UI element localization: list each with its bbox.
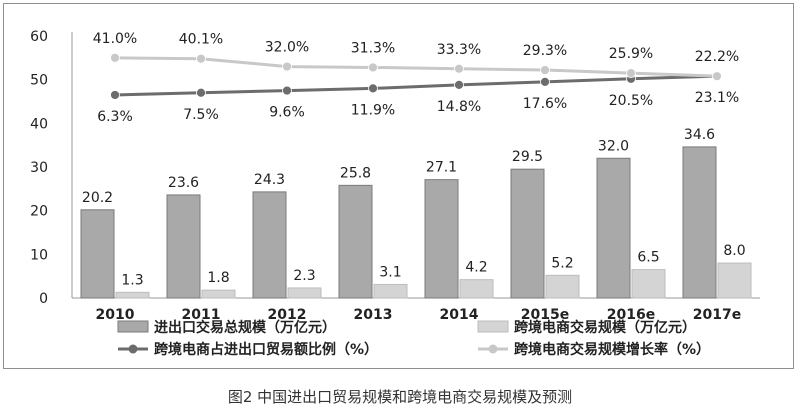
bar-total-trade <box>166 194 201 299</box>
share-series-point <box>110 90 120 100</box>
growth-series-point <box>540 65 550 75</box>
x-tick-label: 2015e <box>521 307 569 323</box>
bar-cross-data-label: 3.1 <box>379 264 401 280</box>
share-series-data-label: 17.6% <box>523 96 567 112</box>
growth-series-line <box>114 56 718 78</box>
share-series-point <box>540 76 550 87</box>
legend-marker <box>128 344 138 354</box>
bar-total-data-label: 25.8 <box>340 165 371 181</box>
bar-total-data-label: 23.6 <box>168 175 199 191</box>
growth-series-data-label: 31.3% <box>351 40 395 56</box>
bar-cross-border <box>459 279 494 299</box>
y-tick-label: 0 <box>39 291 48 307</box>
bar-total-trade <box>510 168 545 299</box>
bar-cross-data-label: 1.3 <box>121 272 143 288</box>
x-tick-label: 2014 <box>440 307 479 323</box>
bar-total-trade <box>80 209 115 299</box>
growth-series-data-label: 33.3% <box>437 42 481 58</box>
bar-cross-data-label: 4.2 <box>465 260 487 276</box>
bar-total-data-label: 29.5 <box>512 149 543 165</box>
bar-cross-data-label: 2.3 <box>293 268 315 284</box>
legend-label: 跨境电商交易规模（万亿元） <box>514 319 696 336</box>
growth-series-point <box>368 62 378 73</box>
share-series-point <box>368 83 378 94</box>
x-tick-label: 2017e <box>693 307 741 323</box>
legend-label: 进出口交易总规模（万亿元） <box>154 319 336 336</box>
y-tick-label: 60 <box>30 29 48 45</box>
bar-cross-data-label: 8.0 <box>723 243 745 259</box>
growth-series-data-label: 32.0% <box>265 40 309 56</box>
share-series-data-label: 9.6% <box>269 105 305 121</box>
bar-cross-border <box>545 274 580 299</box>
growth-series-data-label: 40.1% <box>179 32 223 48</box>
legend-swatch <box>477 320 509 333</box>
x-tick-label: 2012 <box>268 307 307 323</box>
bar-total-data-label: 27.1 <box>426 160 457 176</box>
y-tick-label: 10 <box>30 247 48 263</box>
share-series-data-label: 11.9% <box>351 102 395 118</box>
growth-series-point <box>196 53 206 64</box>
legend-swatch <box>117 320 149 333</box>
growth-series-data-label: 41.0% <box>93 31 137 47</box>
bar-total-trade <box>596 157 631 299</box>
chart: 0 10 20 30 40 50 60 2010 2011 2012 2013 2014 2015e 20… <box>30 29 760 358</box>
share-series-point <box>196 87 206 98</box>
share-series-data-label: 20.5% <box>609 93 653 109</box>
y-tick-label: 40 <box>30 116 48 132</box>
bar-cross-border <box>115 291 150 299</box>
bar-total-trade <box>252 191 287 299</box>
growth-series-data-label: 25.9% <box>609 46 653 62</box>
growth-series-data-label: 29.3% <box>523 43 567 59</box>
growth-series-point <box>712 71 722 82</box>
bar-total-data-label: 20.2 <box>82 190 113 206</box>
legend-label: 跨境电商交易规模增长率（%） <box>514 341 710 358</box>
growth-series-point <box>282 61 292 72</box>
bar-total-data-label: 32.0 <box>598 138 629 154</box>
bar-cross-border <box>631 269 666 299</box>
bar-cross-border <box>201 289 236 299</box>
y-tick-label: 30 <box>30 160 48 176</box>
share-series-data-label: 6.3% <box>97 109 133 125</box>
bar-total-trade <box>682 146 717 299</box>
x-tick-label: 2016e <box>607 307 655 323</box>
growth-series-point <box>454 63 464 74</box>
legend-label: 跨境电商占进出口贸易额比例（%） <box>154 341 378 358</box>
y-tick-label: 50 <box>30 73 48 89</box>
share-series-line <box>114 74 718 97</box>
growth-series-point <box>626 68 636 79</box>
bar-cross-data-label: 6.5 <box>637 250 659 266</box>
chart-frame <box>3 3 794 369</box>
bar-cross-border <box>287 287 322 299</box>
figure-caption: 图2 中国进出口贸易规模和跨境电商交易规模及预测 <box>227 388 573 406</box>
growth-series-point <box>110 52 120 63</box>
bar-total-trade <box>338 184 373 299</box>
legend-marker <box>488 344 498 354</box>
share-series-data-label: 7.5% <box>183 107 219 123</box>
bar-cross-border <box>373 283 408 299</box>
bar-cross-data-label: 1.8 <box>207 270 229 286</box>
bar-cross-data-label: 5.2 <box>551 255 573 271</box>
share-series-point <box>282 85 292 96</box>
share-series-point <box>454 80 464 90</box>
bar-cross-border <box>717 262 752 299</box>
bar-total-trade <box>424 179 459 299</box>
x-tick-label: 2011 <box>182 307 221 323</box>
growth-series-data-label: 22.2% <box>695 49 739 65</box>
x-tick-label: 2013 <box>354 307 393 323</box>
share-series-data-label: 23.1% <box>695 90 739 106</box>
bar-total-data-label: 34.6 <box>684 127 715 143</box>
share-series-data-label: 14.8% <box>437 99 481 115</box>
x-tick-label: 2010 <box>96 307 135 323</box>
bar-total-data-label: 24.3 <box>254 172 285 188</box>
y-tick-label: 20 <box>30 204 48 220</box>
